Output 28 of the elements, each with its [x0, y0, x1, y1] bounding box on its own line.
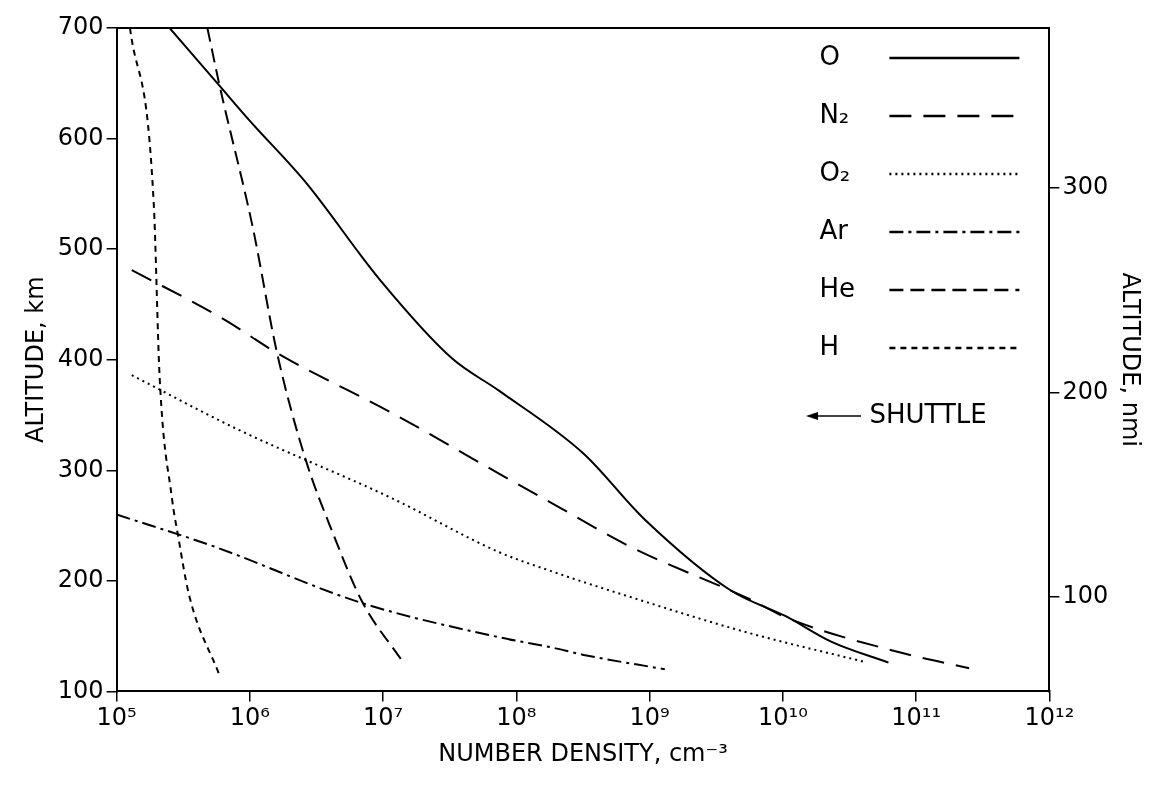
y-tick-label: 300	[57, 454, 104, 483]
y-tick-label: 100	[57, 675, 104, 704]
annotation: SHUTTLE	[869, 398, 987, 429]
y-tick-label: 400	[57, 343, 104, 372]
x-tick-label: 10¹¹	[891, 703, 942, 732]
legend-label: He	[819, 272, 855, 303]
y2-axis-title: ALTITUDE, nmi	[1117, 272, 1146, 447]
x-tick-label: 10⁶	[229, 703, 270, 732]
x-tick-label: 10⁹	[629, 703, 670, 732]
x-tick-label: 10¹²	[1024, 703, 1075, 732]
legend-label: O₂	[819, 156, 851, 187]
legend-label: N₂	[819, 98, 850, 129]
x-tick-label: 10⁸	[496, 703, 537, 732]
y2-tick-label: 100	[1062, 581, 1109, 610]
y-tick-label: 200	[57, 565, 104, 594]
legend-label: O	[819, 40, 840, 71]
x-tick-label: 10⁵	[96, 703, 137, 732]
x-axis-title: NUMBER DENSITY, cm⁻³	[438, 738, 728, 767]
y-axis-title: ALTITUDE, km	[20, 276, 49, 444]
y-tick-label: 700	[57, 12, 104, 41]
x-tick-label: 10¹⁰	[757, 703, 808, 732]
y2-tick-label: 300	[1062, 171, 1109, 200]
x-tick-label: 10⁷	[363, 703, 404, 732]
legend-label: H	[819, 330, 839, 361]
y2-tick-label: 200	[1062, 376, 1109, 405]
legend-label: Ar	[819, 214, 849, 245]
y-tick-label: 500	[57, 233, 104, 262]
y-tick-label: 600	[57, 122, 104, 151]
